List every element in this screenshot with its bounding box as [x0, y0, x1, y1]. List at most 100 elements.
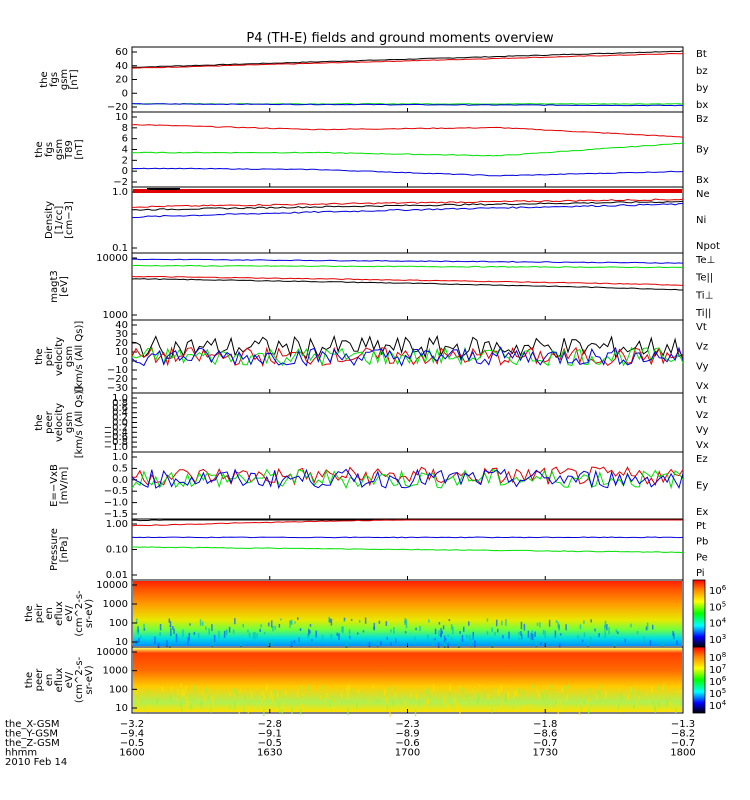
spectrogram-pixel: [273, 693, 275, 701]
legend-pe: Pe: [696, 552, 708, 563]
spectrogram-pixel: [189, 695, 192, 698]
y-axis-label-line: the: [34, 414, 45, 430]
series-line-ti||: [131, 264, 684, 269]
spectrogram-pixel: [179, 641, 181, 644]
spectrogram-pixel: [425, 705, 427, 711]
spectrogram-pixel: [282, 702, 285, 706]
spectrogram-pixel: [348, 635, 351, 640]
series-line-npot: [131, 203, 684, 219]
spectrogram-pixel: [379, 691, 381, 695]
series-line-pb: [131, 519, 683, 527]
y-tick-label: −20: [107, 374, 128, 385]
spectrogram-pixel: [270, 620, 273, 628]
colorbar-label: 107: [709, 663, 726, 676]
spectrogram-pixel: [221, 707, 223, 710]
y-axis-label-line: magt3: [49, 270, 60, 303]
spectrogram-pixel: [536, 690, 539, 694]
series-line-vt: [131, 334, 684, 360]
y-tick-label: 10000: [96, 253, 128, 264]
spectrogram-pixel: [228, 626, 231, 633]
spectrogram-pixel: [319, 695, 322, 700]
y-tick-label: 1000: [103, 666, 128, 677]
spectrogram-pixel: [394, 638, 397, 644]
spectrogram-pixel: [279, 690, 281, 696]
spectrogram-pixel: [389, 709, 391, 717]
spectrogram-pixel: [491, 708, 493, 713]
colorbar-label-exponent: 3: [722, 633, 726, 641]
spectrogram-pixel: [608, 627, 610, 635]
y-tick-label: −1.0: [104, 442, 128, 453]
spectrogram-pixel: [170, 706, 173, 710]
spectrogram-pixel: [452, 626, 454, 635]
spectrogram-pixel: [238, 706, 240, 714]
spectrogram-pixel: [654, 704, 656, 711]
y-tick-label: 0: [122, 166, 128, 177]
y-tick-label: 100: [109, 618, 128, 629]
spectrogram-pixel: [471, 689, 474, 692]
legend-ti||: Ti||: [695, 308, 711, 319]
y-axis-label-line: Density: [44, 201, 55, 239]
y-axis-label-line: en: [44, 607, 55, 620]
y-axis-label-line: peer: [44, 410, 55, 434]
spectrogram-pixel: [553, 692, 555, 695]
spectrogram-pixel: [262, 691, 265, 696]
spectrogram-pixel: [589, 688, 591, 692]
legend-vy: Vy: [696, 425, 709, 436]
spectrogram-pixel: [569, 705, 572, 708]
spectrogram-pixel: [531, 630, 534, 634]
spectrogram-pixel: [542, 629, 545, 635]
spectrogram-pixel: [598, 690, 601, 695]
spectrogram-pixel: [393, 627, 395, 634]
spectrogram-pixel: [182, 688, 185, 697]
spectrogram-pixel: [633, 705, 635, 709]
spectrogram-pixel: [154, 636, 156, 645]
spectrogram-pixel: [478, 683, 481, 687]
spectrogram-pixel: [324, 699, 326, 703]
legend-npot: Npot: [696, 241, 720, 252]
spectrogram-pixel: [558, 624, 560, 631]
spectrogram-pixel: [392, 700, 394, 707]
y-axis-label-line: gsm: [59, 69, 70, 90]
spectrogram-pixel: [594, 628, 596, 632]
spectrogram-pixel: [518, 631, 520, 636]
spectrogram-pixel: [494, 631, 496, 636]
spectrogram-pixel: [302, 693, 304, 697]
spectrogram-pixel: [298, 637, 300, 642]
spectrogram-pixel: [673, 633, 675, 640]
spectrogram-pixel: [247, 629, 249, 633]
spectrogram-pixel: [366, 698, 369, 703]
spectrogram-pixel: [242, 623, 245, 628]
spectrogram-pixel: [139, 635, 142, 639]
y-tick-label: 6: [122, 134, 128, 145]
panel-frame: [131, 46, 684, 113]
y-tick-label: 2: [122, 155, 128, 166]
spectrogram-pixel: [358, 689, 360, 694]
spectrogram-pixel: [291, 619, 293, 625]
spectrogram-pixel: [147, 691, 149, 694]
x-axis-value-x: −3.2: [120, 719, 144, 730]
spectrogram-pixel: [254, 632, 256, 640]
spectrogram-pixel: [483, 692, 485, 696]
x-axis-value-time: 1800: [670, 748, 695, 759]
spectrogram-pixel: [646, 692, 648, 696]
spectrogram-pixel: [278, 701, 280, 708]
legend-ti⊥: Ti⊥: [695, 290, 713, 301]
colorbar-label-exponent: 7: [722, 663, 726, 671]
spectrogram-pixel: [583, 708, 586, 711]
spectrogram-pixel: [356, 632, 359, 635]
series-line-bz: [131, 52, 684, 69]
colorbar-label-exponent: 4: [722, 699, 727, 707]
spectrogram-pixel: [630, 687, 633, 693]
spectrogram-pixel: [548, 689, 551, 693]
spectrogram-pixel: [218, 630, 220, 639]
spectrogram-pixel: [373, 626, 375, 630]
series-line-ne: [131, 198, 684, 208]
x-axis-row-label: 2010 Feb 14: [5, 757, 67, 768]
spectrogram-pixel: [579, 624, 582, 630]
spectrogram-pixel: [554, 630, 557, 638]
y-axis-label-line: [nPa]: [59, 536, 70, 562]
spectrogram-pixel: [548, 619, 551, 627]
spectrogram-pixel: [270, 691, 272, 699]
spectrogram-pixel: [449, 684, 451, 692]
